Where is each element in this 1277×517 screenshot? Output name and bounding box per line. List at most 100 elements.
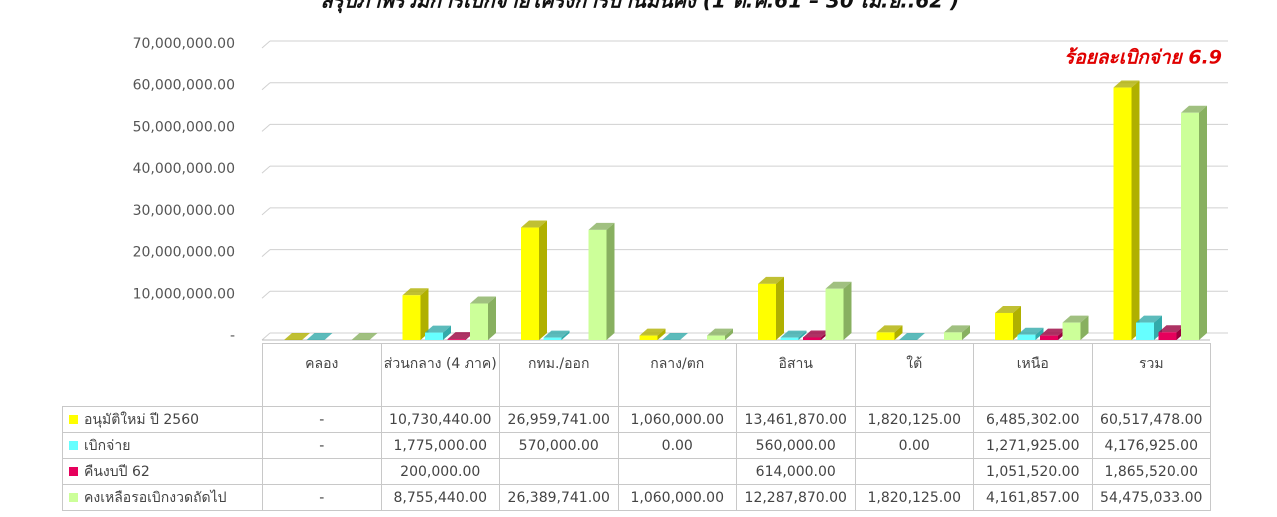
- bar-front: [1062, 322, 1081, 340]
- grid-line-side: [261, 332, 271, 341]
- bar-top: [402, 288, 429, 296]
- data-table: คลอง ส่วนกลาง (4 ภาค) กทม./ออก กลาง/ตก อิสาน…: [62, 343, 1211, 511]
- category-label: กทม./ออก: [499, 343, 619, 407]
- value-label: 570,000.00: [499, 432, 619, 459]
- bar-top: [351, 333, 378, 340]
- bar-side: [420, 288, 429, 340]
- value-label: 1,820,125.00: [854, 406, 974, 433]
- value-label: 10,730,440.00: [380, 406, 500, 433]
- category-label: ใต้: [854, 343, 974, 407]
- bar: [707, 328, 733, 340]
- bar-side: [443, 325, 451, 340]
- bar-side: [1199, 105, 1207, 340]
- bar-front: [876, 332, 895, 340]
- grid-line-side: [261, 207, 271, 216]
- bar-front: [707, 335, 725, 340]
- bar-top: [780, 330, 807, 338]
- bar-top: [1040, 328, 1066, 336]
- value-label: 12,287,870.00: [736, 484, 856, 511]
- bar-side: [725, 328, 733, 340]
- bar: [402, 288, 429, 340]
- corner: [63, 344, 263, 407]
- bar-front: [1113, 87, 1132, 340]
- bar: [825, 281, 852, 340]
- bar: [1181, 105, 1207, 340]
- grid-line-side: [261, 290, 271, 299]
- bar: [1017, 327, 1044, 340]
- bar-top: [470, 296, 496, 304]
- bar: [543, 330, 570, 340]
- bar-top: [447, 332, 474, 340]
- bar: [995, 305, 1021, 340]
- bar-front: [803, 337, 821, 340]
- value-label: 54,475,033.00: [1091, 484, 1211, 511]
- category-label: รวม: [1091, 343, 1211, 407]
- series-row: อนุมัติใหม่ ปี 2560 -10,730,440.00 26,959,…: [62, 406, 1211, 433]
- bar-top: [662, 333, 688, 340]
- value-label: 0.00: [854, 432, 974, 459]
- legend-label: เบิกจ่าย: [84, 437, 131, 454]
- y-tick-label: -: [230, 328, 235, 344]
- bar: [306, 333, 333, 340]
- bar: [899, 333, 925, 340]
- legend-entry: คืนงบปี 62: [62, 458, 263, 485]
- bar: [521, 220, 547, 340]
- bar-top: [1113, 80, 1140, 88]
- header-row: คลอง ส่วนกลาง (4 ภาค) กทม./ออก กลาง/ตก อิสาน…: [63, 343, 1211, 407]
- bar-front: [1017, 334, 1036, 340]
- bar: [351, 333, 378, 340]
- bar-front: [1181, 112, 1199, 340]
- bar: [876, 325, 903, 340]
- value-label: 26,959,741.00: [499, 406, 619, 433]
- bar-front: [543, 337, 562, 340]
- bar-front: [425, 332, 443, 340]
- grid-line-side: [261, 249, 271, 257]
- bar: [780, 330, 807, 340]
- bar: [1062, 315, 1089, 340]
- bar-top: [639, 328, 666, 336]
- bar-top: [306, 333, 333, 340]
- value-label: 1,820,125.00: [854, 484, 974, 511]
- legend-label: คงเหลือรอเบิกงวดถัดไป: [84, 489, 227, 506]
- grid-line-side: [261, 40, 271, 49]
- bar-side: [539, 220, 547, 340]
- bar: [470, 296, 496, 340]
- value-label: [262, 458, 382, 485]
- bar-front: [639, 335, 658, 340]
- legend-label: อนุมัติใหม่ ปี 2560: [84, 411, 200, 428]
- bar-top: [876, 325, 903, 333]
- bar: [284, 333, 310, 340]
- value-label: 6,485,302.00: [973, 406, 1093, 433]
- bar-front: [1136, 322, 1154, 340]
- value-label: -: [262, 406, 382, 433]
- series-row: คืนงบปี 62 200,000.00 614,000.00 1,051,520.…: [62, 458, 1211, 485]
- value-label: [617, 458, 737, 485]
- bar-side: [488, 296, 496, 340]
- value-label: 560,000.00: [736, 432, 856, 459]
- legend-entry: คงเหลือรอเบิกงวดถัดไป: [62, 484, 263, 511]
- bar: [425, 325, 451, 340]
- bar-front: [944, 332, 962, 340]
- bar-side: [1131, 80, 1140, 340]
- bar-top: [284, 333, 310, 340]
- bar-top: [588, 222, 615, 230]
- bar-side: [1013, 305, 1021, 340]
- value-label: 614,000.00: [736, 458, 856, 485]
- bar-front: [402, 295, 421, 340]
- bar-top: [825, 281, 852, 289]
- category-label: กลาง/ตก: [617, 343, 737, 407]
- bar-side: [561, 330, 570, 340]
- bar-top: [1017, 327, 1044, 335]
- value-label: 1,060,000.00: [617, 406, 737, 433]
- value-label: [854, 458, 974, 485]
- bar-top: [899, 333, 925, 340]
- y-tick-label: 30,000,000.00: [133, 203, 235, 219]
- value-label: 200,000.00: [380, 458, 500, 485]
- category-label: อิสาน: [736, 343, 856, 407]
- bar-top: [944, 325, 970, 333]
- bar-front: [470, 303, 488, 340]
- bar-front: [758, 283, 776, 340]
- bar-front: [521, 227, 539, 340]
- bar-top: [758, 276, 784, 284]
